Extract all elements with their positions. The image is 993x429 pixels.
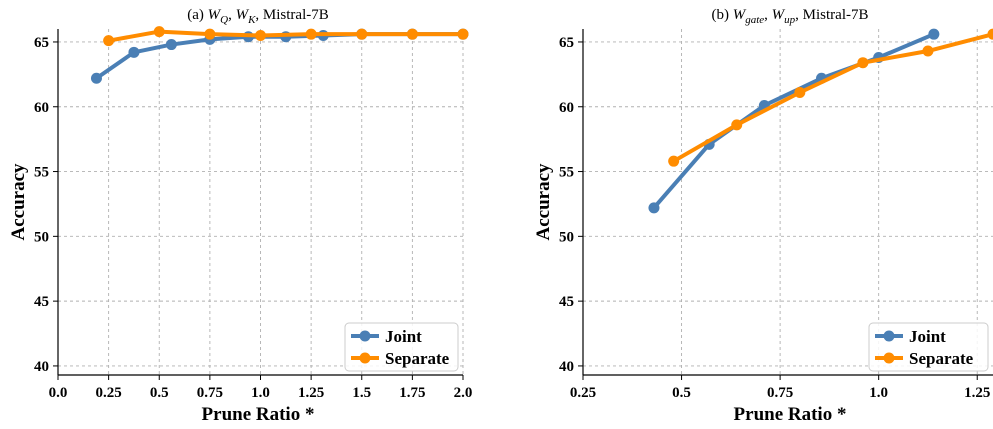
title-subscript: gate xyxy=(745,14,764,26)
data-point-separate xyxy=(457,28,469,40)
title-math: W xyxy=(236,7,250,23)
data-point-separate xyxy=(103,35,115,47)
legend-label-separate: Separate xyxy=(909,349,974,368)
y-tick-label: 60 xyxy=(559,100,574,116)
data-point-separate xyxy=(857,57,869,69)
title-separator: , xyxy=(764,7,772,23)
data-point-separate xyxy=(356,28,368,40)
legend-marker-joint xyxy=(359,330,371,342)
legend: Joint Separate xyxy=(344,322,459,372)
x-tick-label: 0.75 xyxy=(197,385,223,401)
chart-title: (b) Wgate, Wup, Mistral-7B xyxy=(711,7,868,26)
title-suffix: , Mistral-7B xyxy=(255,7,328,23)
title-subscript: K xyxy=(247,14,256,26)
chart-title: (a) WQ, WK, Mistral-7B xyxy=(187,7,329,26)
y-tick-label: 65 xyxy=(559,35,574,51)
x-tick-label: 0.0 xyxy=(49,385,68,401)
series-line-separate xyxy=(106,29,465,43)
x-tick-label: 1.0 xyxy=(869,385,888,401)
y-tick-label: 55 xyxy=(34,165,49,181)
title-subscript: up xyxy=(784,14,796,26)
title-math: W xyxy=(772,7,786,23)
y-tick-label: 55 xyxy=(559,165,574,181)
x-tick-label: 1.75 xyxy=(399,385,425,401)
data-point-joint xyxy=(128,46,140,58)
y-tick-label: 40 xyxy=(559,359,574,375)
series-line-joint xyxy=(94,32,465,81)
y-axis-label: Accuracy xyxy=(8,163,29,241)
series-line-joint xyxy=(651,32,936,210)
data-point-separate xyxy=(794,86,806,98)
series-layer xyxy=(90,26,469,84)
data-point-separate xyxy=(406,28,418,40)
data-point-separate xyxy=(731,119,743,131)
legend-label-separate: Separate xyxy=(385,349,450,368)
x-tick-label: 0.25 xyxy=(570,385,596,401)
data-point-separate xyxy=(922,45,934,57)
x-tick-label: 1.0 xyxy=(251,385,270,401)
title-prefix: (a) xyxy=(187,7,207,23)
data-point-separate xyxy=(255,29,266,41)
legend-marker-joint xyxy=(883,330,895,342)
series-line-separate xyxy=(671,32,993,164)
title-prefix: (b) xyxy=(711,7,732,23)
data-point-joint xyxy=(90,72,102,84)
title-subscript: Q xyxy=(220,14,228,26)
y-tick-label: 45 xyxy=(559,294,574,310)
x-tick-label: 0.5 xyxy=(672,385,691,401)
legend-marker-separate xyxy=(359,352,371,364)
title-suffix: , Mistral-7B xyxy=(795,7,868,23)
y-tick-label: 60 xyxy=(34,100,49,116)
y-tick-label: 45 xyxy=(34,294,49,310)
y-tick-label: 40 xyxy=(34,359,49,375)
x-tick-label: 1.25 xyxy=(298,385,324,401)
legend-marker-separate xyxy=(883,352,895,364)
x-axis-label: Prune Ratio * xyxy=(734,404,847,425)
y-axis-label: Accuracy xyxy=(533,163,554,241)
data-point-separate xyxy=(153,26,165,38)
title-math: W xyxy=(208,7,222,23)
x-tick-label: 0.5 xyxy=(150,385,169,401)
chart-panel-b: 0.25 0.5 0.75 1.0 1.25 40 45 50 55 60 65 (b) Wgate,… xyxy=(533,7,993,425)
data-point-separate xyxy=(987,28,993,40)
x-axis-label: Prune Ratio * xyxy=(202,404,315,425)
legend: Joint Separate xyxy=(868,322,989,372)
series-layer xyxy=(648,28,993,214)
x-tick-label: 0.75 xyxy=(767,385,793,401)
legend-label-joint: Joint xyxy=(909,327,946,346)
y-tick-label: 65 xyxy=(34,35,49,51)
x-tick-label: 1.5 xyxy=(352,385,371,401)
data-point-separate xyxy=(204,28,216,40)
data-point-joint xyxy=(928,28,940,40)
legend-label-joint: Joint xyxy=(385,327,422,346)
y-tick-label: 50 xyxy=(559,229,574,245)
data-point-joint xyxy=(165,39,177,51)
x-tick-label: 1.25 xyxy=(964,385,990,401)
data-point-separate xyxy=(305,28,317,40)
title-separator: , xyxy=(228,7,236,23)
data-point-joint xyxy=(648,202,660,214)
data-point-separate xyxy=(668,155,680,167)
x-tick-label: 0.25 xyxy=(96,385,122,401)
title-math: W xyxy=(733,7,747,23)
chart-panel-a: 0.0 0.25 0.5 0.75 1.0 1.25 1.5 1.75 2.0 40 45 50 55 6… xyxy=(8,7,472,425)
x-tick-label: 2.0 xyxy=(454,385,473,401)
y-tick-label: 50 xyxy=(34,229,49,245)
